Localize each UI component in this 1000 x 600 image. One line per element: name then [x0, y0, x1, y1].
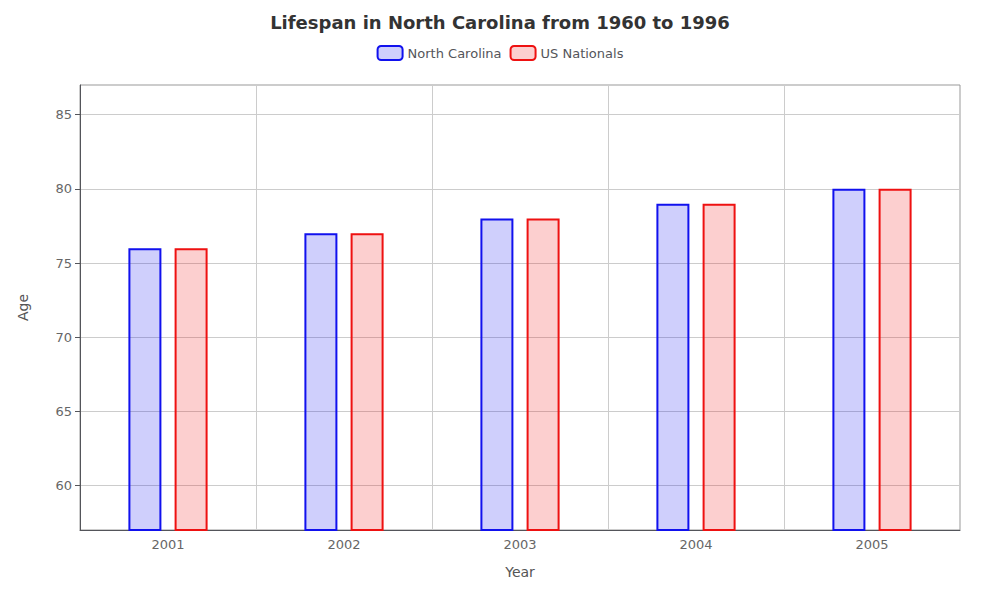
- svg-text:65: 65: [55, 404, 72, 419]
- svg-text:2003: 2003: [503, 537, 536, 552]
- svg-text:2001: 2001: [151, 537, 184, 552]
- svg-text:Age: Age: [15, 294, 31, 321]
- svg-text:2004: 2004: [679, 537, 712, 552]
- svg-text:Lifespan in North Carolina fro: Lifespan in North Carolina from 1960 to …: [270, 12, 730, 33]
- svg-text:75: 75: [55, 256, 72, 271]
- svg-text:70: 70: [55, 330, 72, 345]
- svg-text:2002: 2002: [327, 537, 360, 552]
- svg-text:US Nationals: US Nationals: [541, 46, 624, 61]
- svg-text:North Carolina: North Carolina: [408, 46, 502, 61]
- svg-text:2005: 2005: [855, 537, 888, 552]
- svg-text:Year: Year: [504, 564, 535, 580]
- svg-text:60: 60: [55, 478, 72, 493]
- svg-text:80: 80: [55, 181, 72, 196]
- svg-text:85: 85: [55, 107, 72, 122]
